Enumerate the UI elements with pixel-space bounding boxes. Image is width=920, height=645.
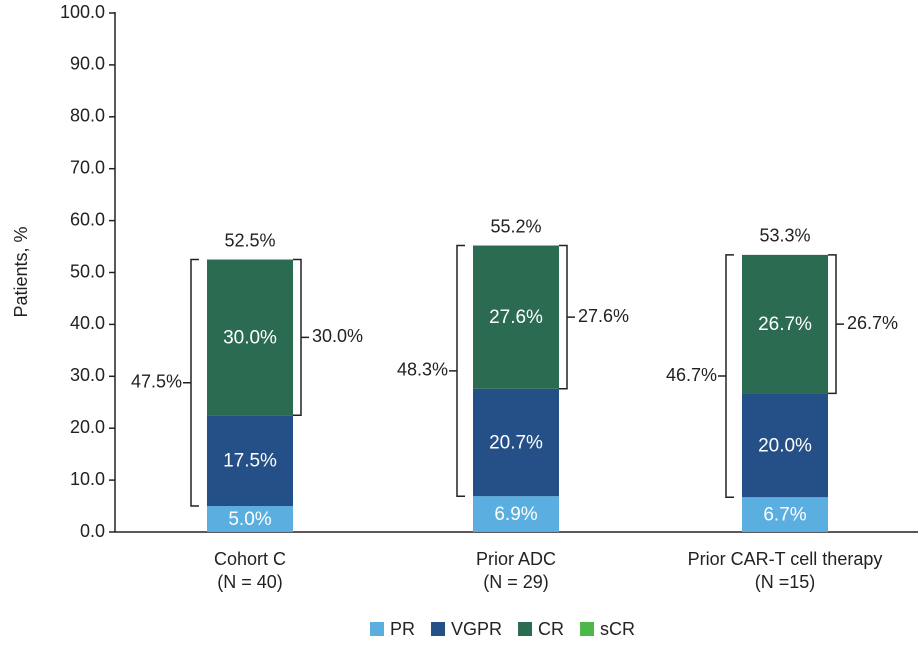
legend-swatch (370, 622, 384, 636)
bar-segment (742, 497, 828, 532)
total-label: 55.2% (490, 216, 541, 236)
segment-label: 30.0% (223, 327, 277, 348)
y-tick-label: 10.0 (70, 469, 105, 489)
bracket-label: 30.0% (312, 326, 363, 346)
x-tick-label: Prior CAR-T cell therapy (688, 549, 883, 569)
y-tick-label: 30.0 (70, 365, 105, 385)
x-tick-label: (N = 40) (217, 572, 283, 592)
x-tick-label: Cohort C (214, 549, 286, 569)
bracket (828, 254, 844, 395)
y-tick-label: 90.0 (70, 54, 105, 74)
bar-segment (742, 393, 828, 498)
bar-segment (207, 506, 293, 532)
total-label: 52.5% (224, 230, 275, 250)
total-label: 53.3% (759, 226, 810, 246)
segment-label: 20.7% (489, 432, 543, 453)
segment-label: 26.7% (758, 314, 812, 335)
y-tick-label: 60.0 (70, 209, 105, 229)
x-tick-label: (N =15) (755, 572, 816, 592)
y-tick-label: 0.0 (80, 521, 105, 541)
y-tick-label: 80.0 (70, 106, 105, 126)
legend-swatch (580, 622, 595, 636)
bracket (559, 244, 575, 390)
legend-label: VGPR (451, 619, 502, 639)
y-tick-label: 40.0 (70, 313, 105, 333)
segment-label: 5.0% (228, 509, 271, 530)
legend-label: sCR (600, 619, 635, 639)
y-tick-label: 70.0 (70, 157, 105, 177)
segment-label: 6.9% (494, 504, 537, 525)
bar-segment (207, 415, 293, 507)
x-tick-label: (N = 29) (483, 572, 549, 592)
segment-label: 17.5% (223, 451, 277, 472)
bracket-label: 48.3% (397, 360, 448, 380)
segment-label: 6.7% (763, 505, 806, 526)
bracket (449, 244, 465, 497)
bracket-label: 26.7% (847, 313, 898, 333)
bracket (293, 258, 309, 416)
bracket (718, 254, 734, 498)
bar-segment (742, 254, 828, 394)
bracket-label: 27.6% (578, 306, 629, 326)
bracket-label: 47.5% (131, 372, 182, 392)
bar-segment (473, 388, 559, 497)
bar-segment (207, 259, 293, 416)
bracket-label: 46.7% (666, 365, 717, 385)
bar-segment (473, 496, 559, 532)
bar-segment (473, 245, 559, 389)
legend-swatch (518, 622, 533, 636)
y-axis-label: Patients, % (11, 226, 31, 317)
legend-label: PR (390, 619, 415, 639)
bracket (183, 258, 199, 507)
segment-label: 20.0% (758, 435, 812, 456)
y-tick-label: 100.0 (60, 2, 105, 22)
legend-label: CR (538, 619, 564, 639)
segment-label: 27.6% (489, 307, 543, 328)
legend-swatch (431, 622, 446, 636)
y-tick-label: 50.0 (70, 261, 105, 281)
y-tick-label: 20.0 (70, 417, 105, 437)
x-tick-label: Prior ADC (476, 549, 556, 569)
